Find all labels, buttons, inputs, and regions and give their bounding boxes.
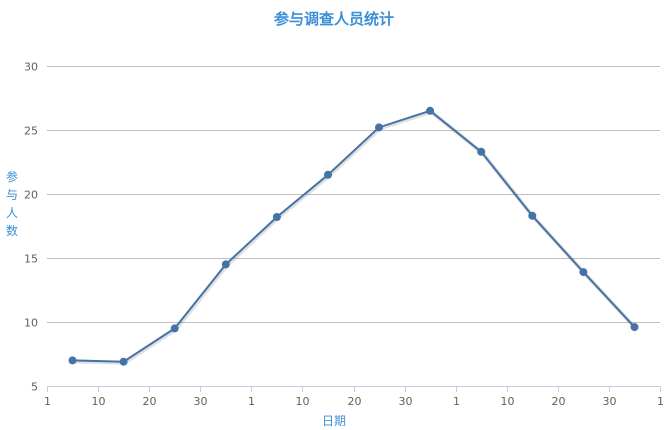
data-point[interactable]	[630, 323, 639, 332]
y-tick-label: 20	[24, 189, 38, 202]
data-point[interactable]	[528, 211, 537, 220]
x-tick-label: 10	[296, 395, 310, 408]
data-point[interactable]	[375, 123, 383, 132]
data-point[interactable]	[426, 106, 435, 115]
x-tick-label: 1	[657, 395, 664, 408]
y-tick-label: 30	[24, 61, 38, 74]
data-point[interactable]	[272, 213, 281, 221]
x-tick-label: 20	[348, 395, 362, 408]
data-point[interactable]	[579, 268, 588, 277]
data-point[interactable]	[477, 147, 486, 156]
data-point[interactable]	[119, 357, 128, 366]
x-tick-label: 30	[194, 395, 208, 408]
y-tick-label: 10	[24, 317, 38, 330]
y-tick-label: 5	[31, 381, 38, 394]
x-axis-title: 日期	[321, 414, 346, 428]
data-point[interactable]	[324, 170, 332, 179]
x-tick-label: 10	[92, 395, 106, 408]
y-tick-label: 25	[24, 125, 38, 138]
x-tick-label: 30	[603, 395, 617, 408]
data-point[interactable]	[221, 260, 230, 269]
x-tick-label: 1	[44, 395, 51, 408]
series-line	[72, 109, 636, 363]
axis-layer: 5 10 15 20 25 30 1 10 20 30 1 10 20 30 1 10 20 30 1	[24, 61, 664, 409]
chart-title: 参与调查人员统计	[273, 10, 394, 28]
x-tick-label: 30	[399, 395, 413, 408]
data-point[interactable]	[170, 324, 179, 333]
x-tick-label: 1	[453, 395, 460, 408]
data-point[interactable]	[68, 356, 77, 365]
y-tick-label: 15	[24, 253, 38, 266]
series-layer	[72, 109, 637, 365]
x-tick-label: 1	[248, 395, 255, 408]
x-tick-label: 20	[552, 395, 566, 408]
point-layer	[68, 106, 639, 366]
x-tick-label: 20	[143, 395, 157, 408]
grid-layer	[47, 66, 660, 323]
y-axis-title: 参与人数	[5, 170, 18, 238]
x-tick-label: 10	[501, 395, 515, 408]
